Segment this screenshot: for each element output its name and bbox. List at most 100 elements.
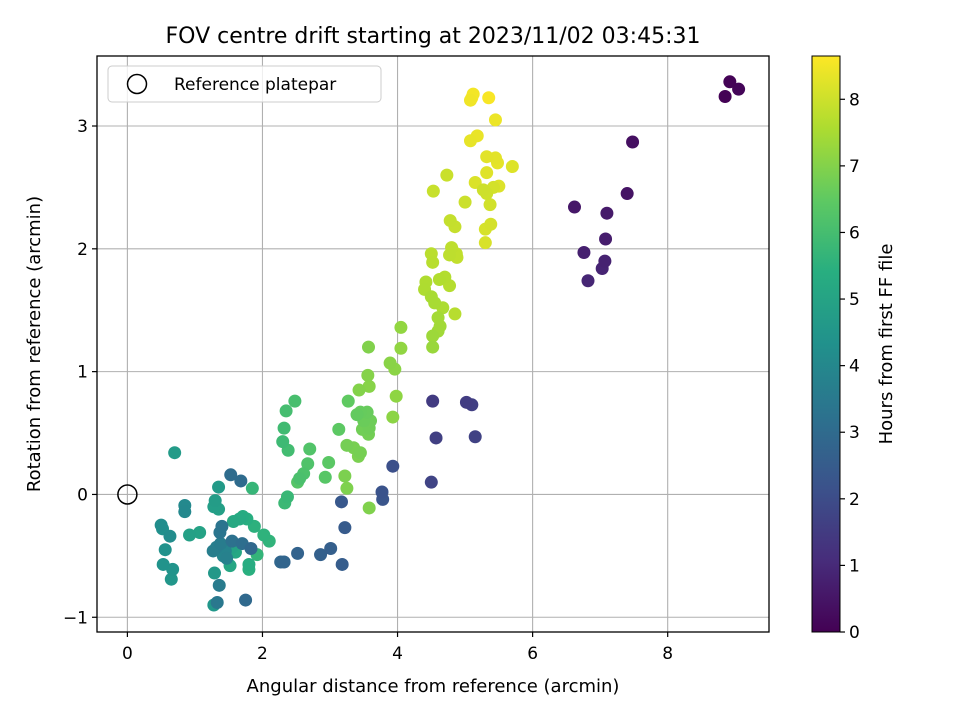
scatter-point xyxy=(362,340,376,354)
scatter-point xyxy=(276,435,290,449)
scatter-point xyxy=(600,206,614,220)
scatter-point xyxy=(483,198,497,212)
scatter-point xyxy=(443,214,457,228)
colorbar: 0 1 2 3 4 5 6 7 8 Hours from first FF file xyxy=(811,55,897,643)
scatter-point xyxy=(244,541,258,555)
scatter-point xyxy=(424,475,438,489)
scatter-point xyxy=(620,187,634,201)
scatter-point xyxy=(581,274,595,288)
colorbar-tick-label: 0 xyxy=(849,623,860,643)
scatter-point xyxy=(163,529,177,543)
scatter-point xyxy=(723,75,737,89)
scatter-point xyxy=(599,232,613,246)
scatter-point xyxy=(480,166,494,180)
scatter-point xyxy=(426,329,440,343)
scatter-point xyxy=(463,134,477,148)
scatter-point xyxy=(426,255,440,269)
scatter-point xyxy=(164,572,178,586)
scatter-point xyxy=(718,90,732,104)
scatter-point xyxy=(426,184,440,198)
scatter-point xyxy=(279,404,293,418)
x-axis-label: Angular distance from reference (arcmin) xyxy=(247,676,620,697)
scatter-point xyxy=(459,395,473,409)
scatter-point xyxy=(318,470,332,484)
scatter-point xyxy=(480,150,494,164)
x-tick-label: 0 xyxy=(122,644,133,664)
x-tick-label: 2 xyxy=(257,644,268,664)
scatter-point xyxy=(288,394,302,408)
scatter-point xyxy=(426,394,440,408)
colorbar-tick-label: 6 xyxy=(849,223,860,243)
scatter-point xyxy=(341,394,355,408)
scatter-point xyxy=(389,389,403,403)
scatter-point xyxy=(178,505,192,519)
scatter-point xyxy=(448,307,462,321)
scatter-point xyxy=(567,200,581,214)
scatter-point xyxy=(458,195,472,209)
scatter-point xyxy=(386,410,400,424)
scatter-point xyxy=(225,534,239,548)
colorbar-tick-label: 8 xyxy=(849,90,860,110)
scatter-point xyxy=(352,383,366,397)
scatter-point xyxy=(242,557,256,571)
scatter-point xyxy=(214,537,228,551)
scatter-point xyxy=(212,480,226,494)
scatter-point xyxy=(383,356,397,370)
colorbar-gradient xyxy=(811,55,841,633)
scatter-point xyxy=(314,548,328,562)
scatter-point xyxy=(193,526,207,540)
scatter-point xyxy=(277,421,291,435)
y-tick-label: 2 xyxy=(77,240,88,260)
colorbar-ticks: 0 1 2 3 4 5 6 7 8 xyxy=(840,90,860,643)
chart-title: FOV centre drift starting at 2023/11/02 … xyxy=(166,24,701,49)
scatter-point xyxy=(732,82,746,96)
scatter-point xyxy=(208,566,222,580)
y-axis-label: Rotation from reference (arcmin) xyxy=(24,196,45,492)
y-tick-label: 1 xyxy=(77,363,88,383)
scatter-point xyxy=(440,168,454,182)
scatter-point xyxy=(322,456,336,470)
colorbar-label: Hours from first FF file xyxy=(876,244,897,445)
scatter-point xyxy=(362,501,376,515)
x-tick-label: 8 xyxy=(662,644,673,664)
scatter-point xyxy=(362,379,376,393)
scatter-point xyxy=(394,341,408,355)
scatter-point xyxy=(335,557,349,571)
scatter-point xyxy=(488,113,502,127)
colorbar-tick-label: 7 xyxy=(849,157,860,177)
scatter-point xyxy=(577,246,591,260)
scatter-point xyxy=(598,254,612,268)
scatter-point xyxy=(208,494,222,508)
scatter-point xyxy=(215,519,229,533)
scatter-point xyxy=(375,485,389,499)
scatter-point xyxy=(463,93,477,107)
scatter-point xyxy=(226,514,240,528)
scatter-point xyxy=(280,490,294,504)
scatter-point xyxy=(210,596,224,610)
scatter-point xyxy=(482,91,496,105)
scatter-point xyxy=(428,296,442,310)
colorbar-tick-label: 2 xyxy=(849,490,860,510)
reference-point-marker xyxy=(117,484,138,505)
colorbar-tick-label: 3 xyxy=(849,423,860,443)
y-axis-ticks: −1 0 1 2 3 xyxy=(63,117,97,628)
scatter-point xyxy=(324,541,338,555)
y-tick-label: 0 xyxy=(77,485,88,505)
scatter-point xyxy=(183,528,197,542)
scatter-point xyxy=(468,430,482,444)
colorbar-tick-label: 5 xyxy=(849,290,860,310)
data-points xyxy=(154,75,746,612)
scatter-point xyxy=(432,273,446,287)
scatter-point xyxy=(291,546,305,560)
scatter-point xyxy=(484,217,498,231)
scatter-point xyxy=(293,471,307,485)
scatter-point xyxy=(426,340,440,354)
scatter-point xyxy=(156,557,170,571)
scatter-point xyxy=(386,459,400,473)
scatter-point xyxy=(361,368,375,382)
scatter-point xyxy=(212,578,226,592)
scatter-point xyxy=(443,248,457,262)
scatter-point xyxy=(277,555,291,569)
scatter-point xyxy=(394,320,408,334)
